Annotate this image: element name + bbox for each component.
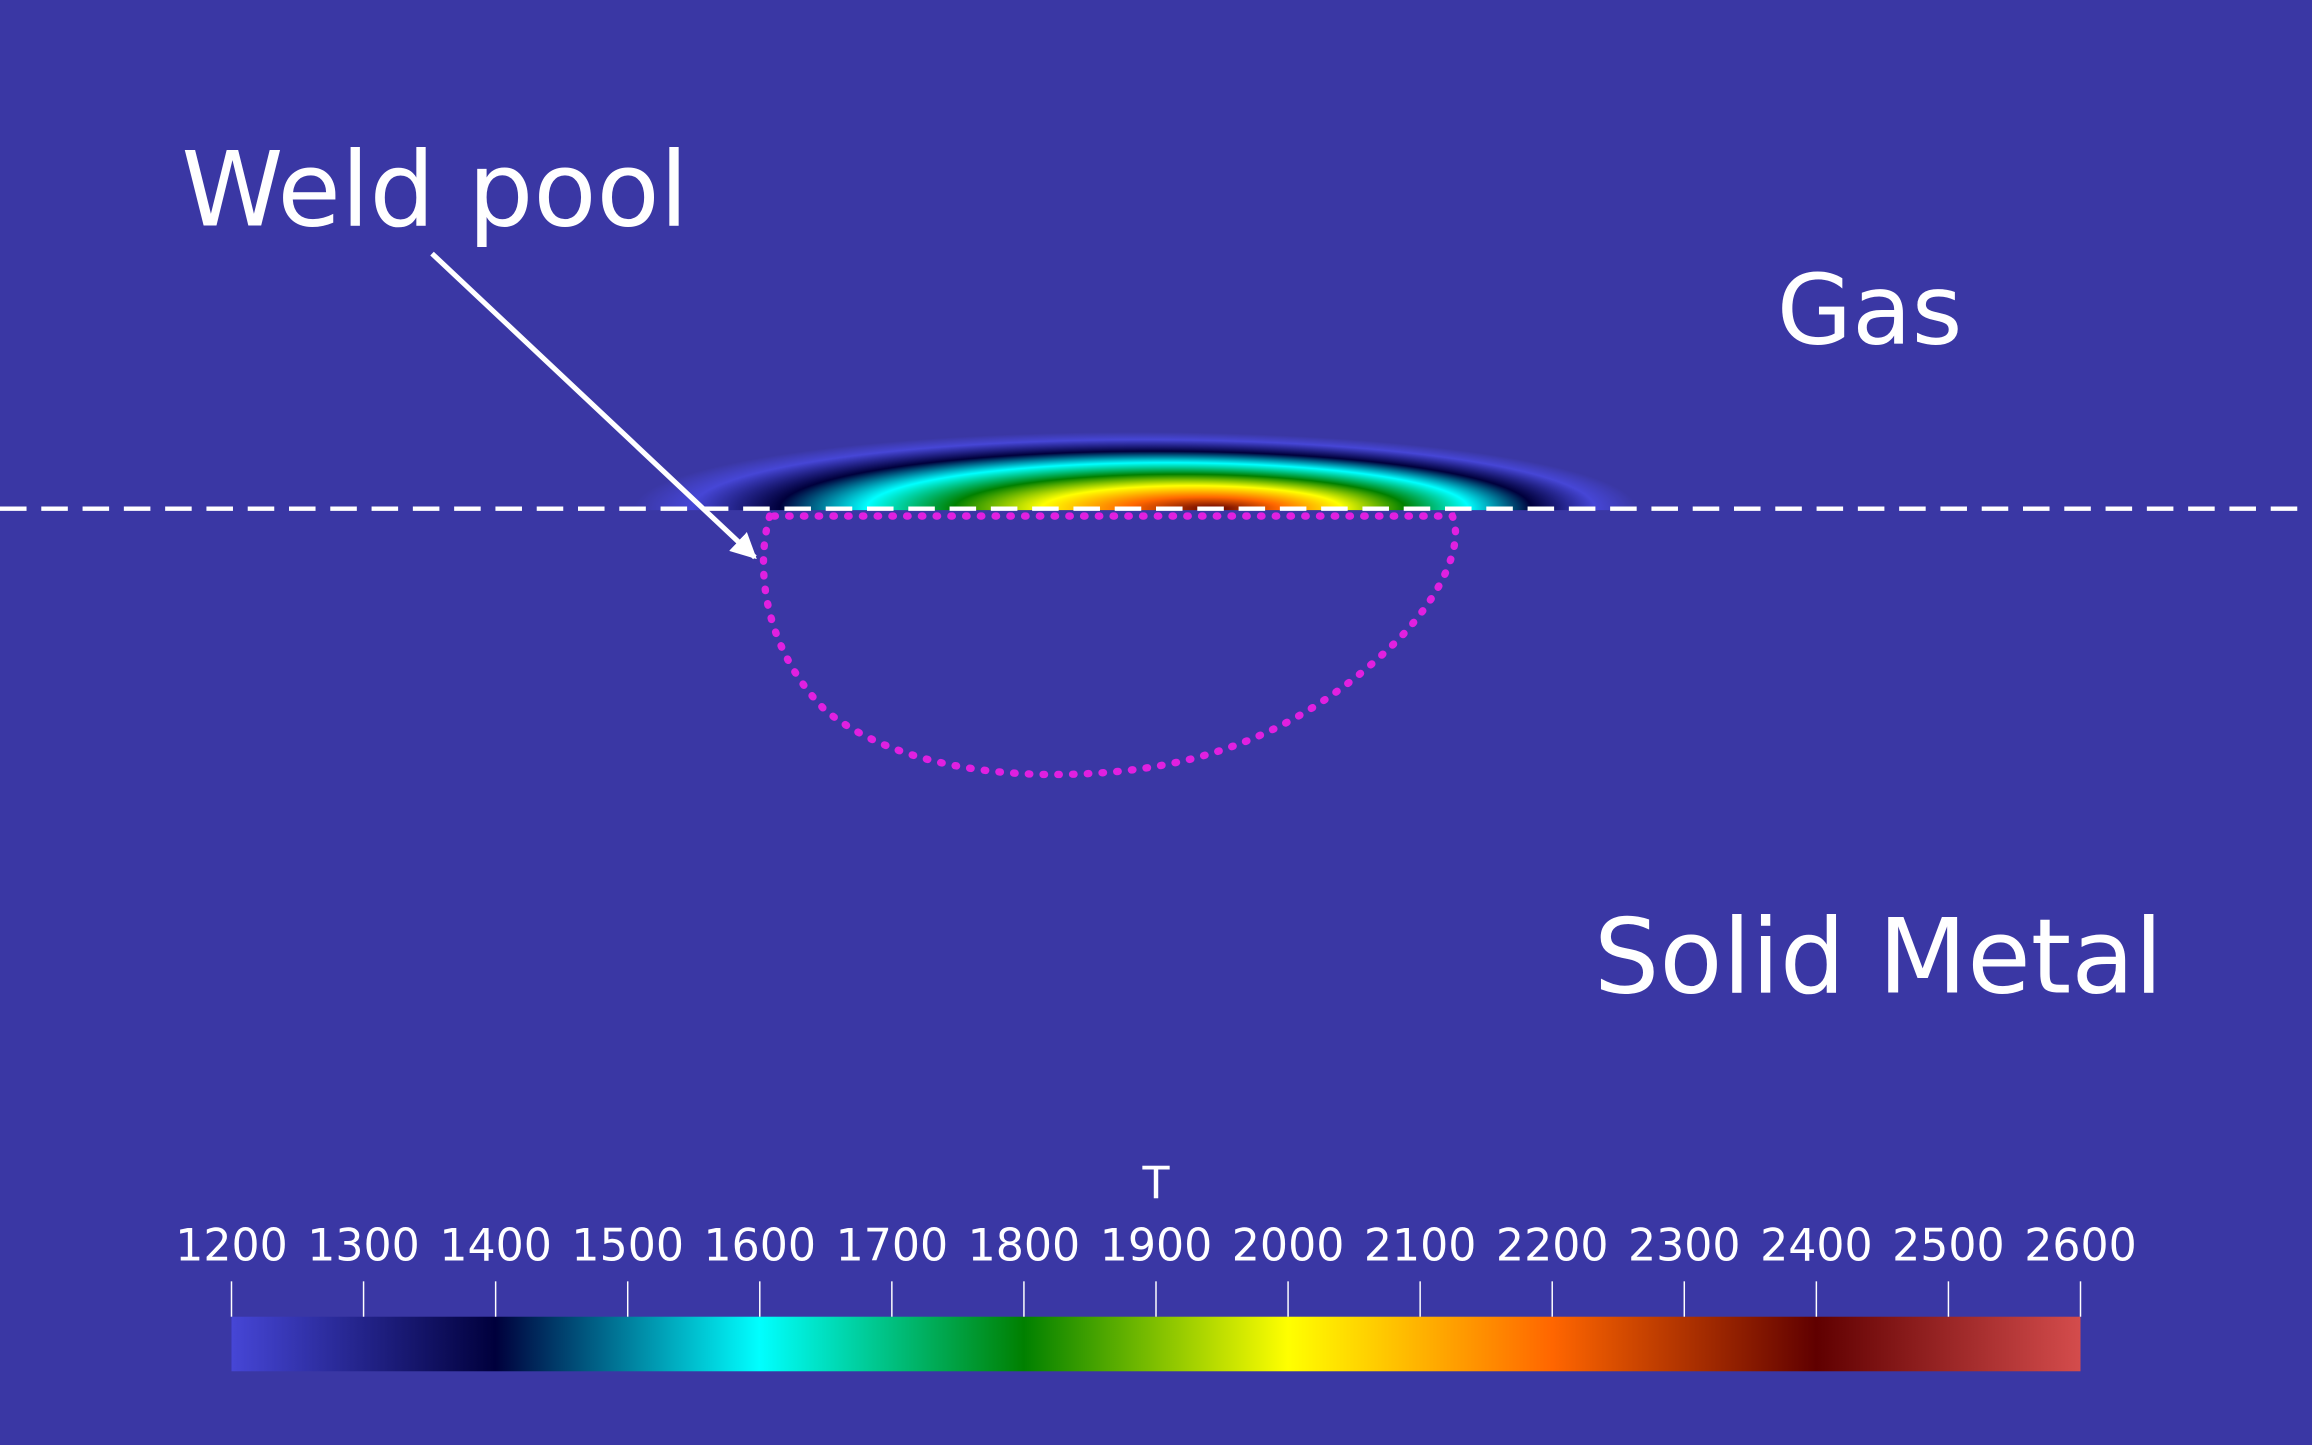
tick-label: 1700 bbox=[836, 1221, 949, 1272]
tick-label: 1600 bbox=[704, 1221, 817, 1272]
annotation: Weld pool bbox=[181, 131, 688, 251]
tick-label: 1200 bbox=[175, 1221, 288, 1272]
weld-pool-boundary bbox=[759, 512, 1460, 779]
temperature-field-cap bbox=[634, 432, 1637, 511]
tick-label: 1500 bbox=[571, 1221, 684, 1272]
annotation: Solid Metal bbox=[1594, 897, 2163, 1017]
tick-label: 1800 bbox=[968, 1221, 1081, 1272]
colorbar bbox=[231, 1316, 2081, 1372]
colorbar-title: T bbox=[1141, 1159, 1170, 1210]
tick-label: 2300 bbox=[1628, 1221, 1741, 1272]
tick-label: 1400 bbox=[439, 1221, 552, 1272]
tick-label: 2500 bbox=[1892, 1221, 2005, 1272]
temperature-field bbox=[398, 508, 1666, 1077]
tick-label: 1900 bbox=[1100, 1221, 1213, 1272]
tick-label: 2000 bbox=[1232, 1221, 1345, 1272]
tick-label: 1300 bbox=[307, 1221, 420, 1272]
tick-label: 2200 bbox=[1496, 1221, 1609, 1272]
tick-label: 2400 bbox=[1760, 1221, 1873, 1272]
arrow bbox=[430, 251, 757, 560]
tick-label: 2100 bbox=[1364, 1221, 1477, 1272]
annotation: Gas bbox=[1777, 254, 1963, 367]
tick-label: 2600 bbox=[2024, 1221, 2137, 1272]
